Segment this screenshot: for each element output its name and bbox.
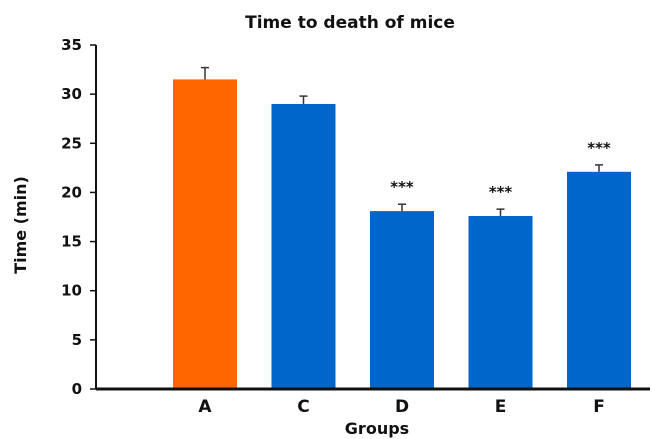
category-label-f: F bbox=[593, 397, 605, 417]
error-bars bbox=[201, 66, 603, 217]
category-label-d: D bbox=[395, 397, 409, 417]
category-label-c: C bbox=[297, 397, 309, 417]
category-label-e: E bbox=[495, 397, 507, 417]
bar-a bbox=[173, 79, 237, 390]
y-tick-label: 30 bbox=[61, 85, 82, 103]
bar-d bbox=[370, 211, 434, 389]
significance-label-d: *** bbox=[390, 178, 414, 196]
y-tick-label: 5 bbox=[72, 331, 82, 349]
significance-label-e: *** bbox=[489, 183, 513, 201]
bar-f bbox=[567, 171, 631, 389]
significance-labels: *** *** *** bbox=[390, 139, 611, 201]
bars bbox=[173, 79, 631, 390]
y-tick-label: 20 bbox=[61, 183, 82, 201]
y-tick-label: 35 bbox=[61, 36, 82, 54]
y-tick-label: 15 bbox=[61, 233, 82, 251]
y-axis-ticks: 0 5 10 15 20 25 30 35 bbox=[61, 36, 96, 398]
bar-e bbox=[468, 216, 533, 389]
bar-c bbox=[271, 103, 336, 389]
chart-title: Time to death of mice bbox=[245, 13, 455, 33]
y-tick-label: 25 bbox=[61, 134, 82, 152]
significance-label-f: *** bbox=[587, 139, 611, 157]
y-tick-label: 0 bbox=[72, 380, 82, 398]
y-axis-label: Time (min) bbox=[11, 176, 30, 274]
y-tick-label: 10 bbox=[61, 282, 82, 300]
x-axis-label: Groups bbox=[345, 419, 409, 438]
category-label-a: A bbox=[198, 397, 212, 417]
